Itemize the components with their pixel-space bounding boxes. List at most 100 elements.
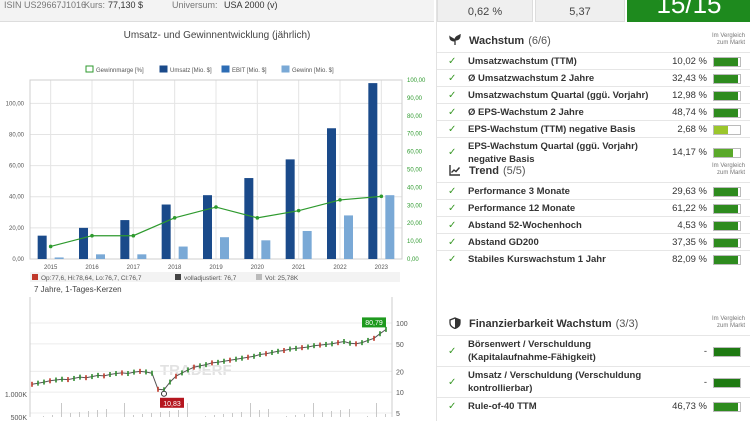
left-tick-label: 40,00 bbox=[9, 195, 25, 201]
kurs-value: 77,130 $ bbox=[108, 0, 144, 10]
kurs-label: Kurs: bbox=[84, 0, 106, 10]
criteria-label: Ø EPS-Wachstum 2 Jahre bbox=[468, 107, 584, 118]
volume-bar bbox=[286, 416, 287, 417]
criteria-row[interactable]: ✓ EPS-Wachstum (TTM) negative Basis 2,68 % bbox=[437, 120, 750, 137]
left-tick-label: 80,00 bbox=[9, 132, 25, 138]
section-1-header[interactable]: Trend (5/5) Im Vergleich zum Markt bbox=[437, 160, 750, 182]
low-marker bbox=[161, 390, 167, 397]
criteria-row[interactable]: ✓ Ø Umsatzwachstum 2 Jahre 32,43 % bbox=[437, 69, 750, 86]
criteria-value: 48,74 % bbox=[672, 106, 707, 118]
adjusted-legend: volladjustiert: 76,7 bbox=[184, 275, 237, 282]
section-count: (3/3) bbox=[615, 318, 639, 330]
criteria-row[interactable]: ✓ EPS-Wachstum Quartal (ggü. Vorjahr) neg… bbox=[437, 137, 750, 167]
criteria-row[interactable]: ✓ Abstand 52-Wochenhoch 4,53 % bbox=[437, 216, 750, 233]
volume-bar bbox=[79, 412, 80, 417]
right-tick-label: 80,00 bbox=[407, 114, 423, 120]
criteria-row[interactable]: ✓ Umsatzwachstum Quartal (ggü. Vorjahr) 12… bbox=[437, 86, 750, 103]
margin-point bbox=[131, 233, 136, 238]
revenue-profit-chart: Gewinnmarge [%] Umsatz [Mio. $] EBIT [Mio.… bbox=[6, 65, 426, 271]
right-tick-label: 20,00 bbox=[407, 221, 423, 227]
stock-info-strip: ISIN US29667J1016 Kurs: 77,130 $ Univers… bbox=[0, 0, 434, 22]
check-icon: ✓ bbox=[448, 89, 457, 101]
revenue-bar bbox=[79, 227, 88, 259]
last-price-badge bbox=[362, 317, 386, 328]
price-tick-label: 100 bbox=[396, 321, 408, 328]
low-price-label: 10,83 bbox=[163, 401, 181, 408]
volume-bar bbox=[313, 403, 314, 417]
volume-bar bbox=[232, 413, 233, 417]
margin-point bbox=[255, 216, 260, 220]
market-compare-bar bbox=[713, 203, 741, 214]
plot-frame bbox=[29, 79, 403, 260]
market-compare-bar bbox=[713, 107, 741, 118]
section-compare-note: Im Vergleich zum Markt bbox=[711, 33, 745, 46]
criteria-row[interactable]: ✓ Performance 3 Monate 29,63 % bbox=[437, 182, 750, 199]
profit-bar bbox=[220, 237, 229, 259]
market-compare-bar bbox=[713, 346, 741, 357]
category-label: 2023 bbox=[375, 265, 389, 271]
criteria-value: 12,98 % bbox=[672, 89, 707, 101]
criteria-row[interactable]: ✓ Ø EPS-Wachstum 2 Jahre 48,74 % bbox=[437, 103, 750, 120]
profit-bar bbox=[178, 246, 188, 259]
criteria-value: 61,22 % bbox=[672, 202, 707, 214]
left-tick-label: 60,00 bbox=[9, 164, 25, 170]
profit-bar bbox=[137, 254, 147, 259]
section-title: Wachstum (6/6) bbox=[469, 35, 551, 47]
price-chart[interactable]: Op:77,6, Hi:78,64, Lo:76,7, Cl:76,7 volla… bbox=[0, 271, 434, 421]
market-compare-bar bbox=[713, 148, 741, 158]
revenue-bar bbox=[161, 204, 171, 259]
criteria-label: Ø Umsatzwachstum 2 Jahre bbox=[468, 73, 595, 84]
chart-legend: Gewinnmarge [%] Umsatz [Mio. $] EBIT [Mio.… bbox=[85, 65, 334, 74]
top-card-1: 0,62 % bbox=[437, 0, 533, 22]
revenue-bar bbox=[285, 159, 295, 259]
volume-bar bbox=[331, 411, 332, 417]
universum-label: Universum: bbox=[172, 0, 218, 10]
margin-point bbox=[172, 216, 177, 220]
right-tick-label: 30,00 bbox=[407, 203, 423, 209]
legend-swatch bbox=[281, 65, 290, 73]
revenue-bar bbox=[244, 178, 254, 259]
price-legend-strip bbox=[30, 272, 400, 282]
criteria-row[interactable]: ✓ Börsenwert / Verschuldung (Kapitalaufna… bbox=[437, 335, 750, 366]
criteria-row[interactable]: ✓ Umsatz / Verschuldung (Verschuldung kon… bbox=[437, 366, 750, 397]
left-tick-label: 100,00 bbox=[6, 101, 25, 107]
criteria-label: Rule-of-40 TTM bbox=[468, 401, 537, 412]
criteria-row[interactable]: ✓ Performance 12 Monate 61,22 % bbox=[437, 199, 750, 216]
criteria-row[interactable]: ✓ Umsatzwachstum (TTM) 10,02 % bbox=[437, 52, 750, 69]
left-tick-label: 20,00 bbox=[9, 226, 25, 232]
legend-swatch bbox=[159, 65, 168, 73]
criteria-label: Stabiles Kurswachstum 1 Jahr bbox=[468, 254, 606, 265]
volume-bar bbox=[250, 403, 251, 417]
check-icon: ✓ bbox=[448, 123, 457, 135]
criteria-value: 4,53 % bbox=[677, 219, 707, 231]
section-2-header[interactable]: Finanzierbarkeit Wachstum (3/3) Im Verglei… bbox=[437, 313, 750, 335]
market-compare-bar bbox=[713, 220, 741, 231]
market-compare-bar bbox=[713, 254, 741, 265]
category-label: 2019 bbox=[209, 265, 223, 271]
criteria-label: Börsenwert / Verschuldung (Kapitalaufnah… bbox=[468, 339, 596, 363]
right-tick-label: 60,00 bbox=[407, 150, 423, 156]
criteria-value: - bbox=[703, 376, 707, 388]
chart-title: Umsatz- und Gewinnentwicklung (jährlich) bbox=[123, 30, 311, 41]
category-label: 2021 bbox=[292, 265, 306, 271]
watermark: TRADERF bbox=[160, 362, 232, 379]
criteria-row[interactable]: ✓ Stabiles Kurswachstum 1 Jahr 82,09 % bbox=[437, 250, 750, 267]
price-chart-subtitle: 7 Jahre, 1-Tages-Kerzen bbox=[34, 285, 122, 294]
volume-bar bbox=[214, 415, 215, 417]
criteria-row[interactable]: ✓ Rule-of-40 TTM 46,73 % bbox=[437, 397, 750, 414]
volume-bar bbox=[295, 415, 296, 417]
right-tick-label: 70,00 bbox=[407, 132, 423, 138]
criteria-row[interactable]: ✓ Abstand GD200 37,35 % bbox=[437, 233, 750, 250]
criteria-label: Performance 12 Monate bbox=[468, 203, 576, 214]
profit-bar bbox=[302, 230, 312, 259]
check-icon: ✓ bbox=[448, 236, 457, 248]
criteria-label: EPS-Wachstum (TTM) negative Basis bbox=[468, 124, 636, 135]
criteria-value: 32,43 % bbox=[672, 72, 707, 84]
category-label: 2022 bbox=[333, 265, 347, 271]
category-label: 2017 bbox=[127, 265, 141, 271]
legend-swatch bbox=[221, 65, 230, 73]
section-0-header[interactable]: Wachstum (6/6) Im Vergleich zum Markt bbox=[437, 30, 750, 52]
market-compare-bar bbox=[713, 124, 741, 135]
volume-bar bbox=[43, 416, 44, 417]
